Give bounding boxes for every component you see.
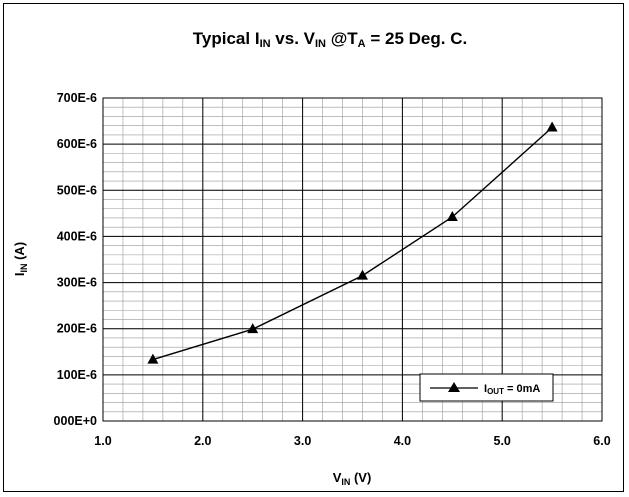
y-tick-label: 100E-6 — [57, 368, 97, 382]
y-tick-label: 400E-6 — [57, 229, 97, 243]
data-point-triangle — [546, 121, 558, 132]
legend-triangle-icon — [448, 382, 460, 392]
y-tick-label: 500E-6 — [57, 183, 97, 197]
y-tick-label: 200E-6 — [57, 322, 97, 336]
x-tick-label: 3.0 — [294, 434, 311, 448]
x-tick-label: 5.0 — [494, 434, 511, 448]
x-tick-label: 2.0 — [194, 434, 211, 448]
x-tick-label: 6.0 — [593, 434, 610, 448]
series-layer — [147, 121, 558, 364]
x-axis-label: VIN (V) — [333, 470, 372, 487]
y-tick-label: 700E-6 — [57, 91, 97, 105]
y-tick-labels: 000E+0 100E-6 200E-6 300E-6 400E-6 500E-6 600E… — [54, 91, 97, 428]
legend-label: IOUT = 0mA — [484, 383, 540, 396]
y-tick-label: 600E-6 — [57, 137, 97, 151]
x-tick-label: 1.0 — [94, 434, 111, 448]
data-point-triangle — [446, 211, 458, 222]
chart-title: Typical IIN vs. VIN @TA = 25 Deg. C. — [193, 29, 467, 50]
x-tick-labels: 1.0 2.0 3.0 4.0 5.0 6.0 — [94, 434, 610, 448]
data-point-triangle — [247, 323, 259, 334]
plot-area — [102, 97, 603, 422]
legend: IOUT = 0mA — [419, 373, 554, 402]
data-point-triangle — [147, 353, 159, 364]
chart-frame — [3, 3, 624, 492]
x-tick-label: 4.0 — [394, 434, 411, 448]
data-point-triangle — [356, 269, 368, 280]
y-tick-label: 000E+0 — [54, 414, 97, 428]
y-tick-label: 300E-6 — [57, 276, 97, 290]
y-axis-label: IIN (A) — [12, 242, 29, 276]
grid-lines — [102, 97, 603, 422]
